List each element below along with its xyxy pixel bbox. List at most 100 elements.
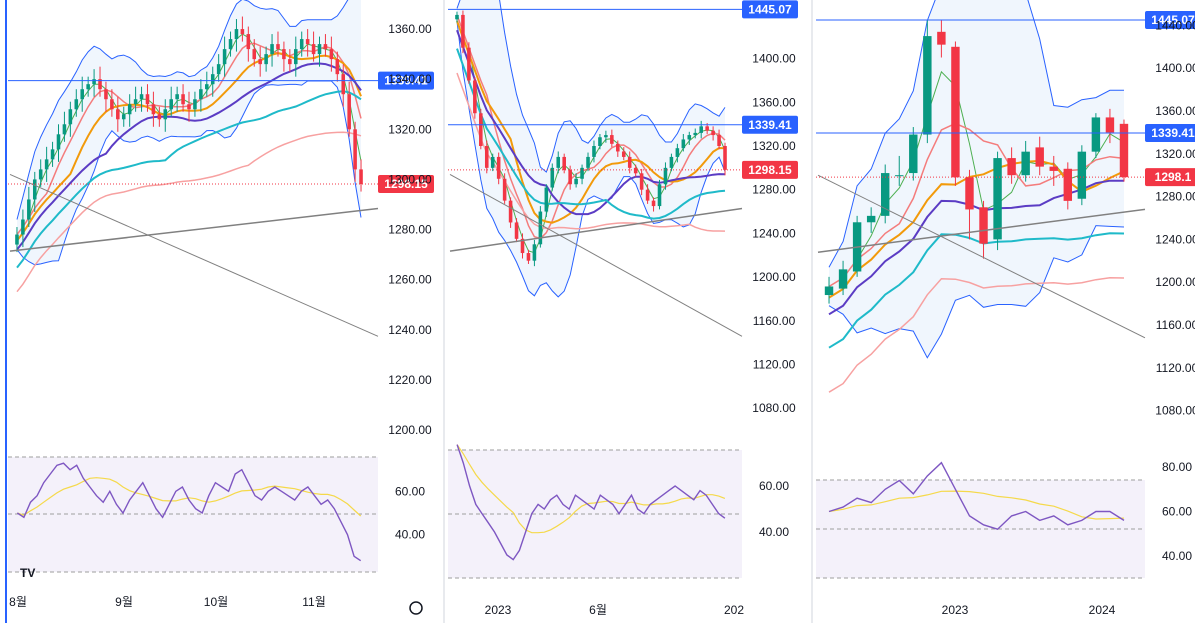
candle: [693, 132, 698, 136]
candle: [282, 49, 286, 60]
candle: [574, 178, 578, 185]
price-tag-bg: [742, 160, 798, 179]
candle: [317, 44, 322, 55]
rsi-line: [456, 444, 726, 561]
candle: [639, 173, 644, 190]
rsi-y-tick-label: 40.00: [759, 525, 789, 539]
candle: [838, 269, 848, 289]
candle: [508, 200, 513, 223]
candle: [222, 49, 227, 65]
rsi-signal-line: [456, 444, 726, 534]
candle: [299, 39, 304, 50]
chart-panel-1M: 1445.07 1339.41 1298.1 1440.00 1400.00 1360.0…: [816, 0, 1195, 617]
rsi-y-tick-label: 60.00: [395, 484, 425, 498]
price-tag-label: 1445.07: [1151, 13, 1195, 27]
candle: [514, 222, 519, 239]
trendline-resistance: [9, 173, 379, 337]
candle: [723, 146, 727, 170]
price-tag-bg: [378, 71, 434, 90]
moving-average-16: [828, 179, 1125, 316]
rsi-y-tick-label: 80.00: [1162, 460, 1192, 474]
chart-panel-1W: 1445.07 1339.41 1298.15 1400.00 1360.00 1320.…: [448, 0, 798, 617]
price-tag-bg: [1145, 168, 1195, 187]
moving-average-26: [456, 48, 726, 220]
moving-average-40: [456, 72, 726, 232]
candle: [880, 173, 890, 216]
candle: [663, 167, 668, 185]
candle: [311, 44, 316, 55]
y-tick-label: 1320.00: [1155, 147, 1195, 161]
candle: [127, 104, 132, 115]
candle: [98, 79, 102, 90]
candle: [163, 109, 168, 120]
candle: [1049, 166, 1058, 171]
candle: [56, 134, 61, 150]
candle: [526, 253, 531, 261]
candle: [246, 34, 251, 50]
y-tick-label: 1300.00: [388, 172, 432, 186]
price-tag-label: 1339.41: [748, 118, 792, 132]
candle: [1007, 158, 1016, 176]
candle: [616, 143, 620, 152]
moving-average-6: [828, 122, 1125, 288]
y-tick-label: 1240.00: [388, 323, 432, 337]
y-tick-label: 1320.00: [388, 122, 432, 136]
rsi-signal-line: [828, 490, 1125, 520]
y-tick-label: 1340.00: [388, 72, 432, 86]
candle: [562, 156, 566, 171]
y-tick-label: 1360.00: [1155, 104, 1195, 118]
y-tick-label: 1080.00: [1155, 404, 1195, 418]
candle: [1035, 147, 1044, 167]
candle: [455, 14, 459, 20]
candle: [479, 113, 483, 146]
candle: [210, 74, 215, 85]
trendline-support: [449, 207, 743, 252]
price-tag-label: 1298.15: [384, 177, 428, 191]
candle: [329, 49, 334, 60]
rsi-y-tick-label: 60.00: [759, 479, 789, 493]
trendline-resistance: [449, 173, 743, 337]
candle: [681, 139, 686, 149]
rsi-line: [16, 462, 362, 562]
price-tag-label: 1339.41: [1151, 126, 1195, 140]
candle: [157, 114, 162, 120]
candle: [532, 244, 537, 261]
candle: [323, 44, 328, 50]
x-tick-label: 2023: [942, 603, 969, 617]
x-tick-label: 11월: [302, 595, 326, 609]
y-tick-label: 1200.00: [752, 270, 796, 284]
y-tick-label: 1240.00: [1155, 232, 1195, 246]
candle: [610, 135, 614, 144]
y-tick-label: 1280.00: [752, 183, 796, 197]
bollinger-upper: [456, 0, 726, 173]
candle: [467, 47, 471, 81]
candle: [62, 124, 67, 135]
y-tick-label: 1260.00: [388, 273, 432, 287]
y-tick-label: 1160.00: [753, 314, 796, 328]
candle: [139, 94, 144, 100]
candle: [252, 49, 257, 60]
candle: [550, 167, 555, 188]
x-tick-label: 2023: [485, 603, 512, 617]
candle: [133, 99, 138, 105]
rsi-signal-line: [17, 477, 362, 517]
candle: [92, 79, 96, 85]
y-tick-label: 1280.00: [388, 223, 432, 237]
candle: [169, 99, 173, 110]
candle: [621, 151, 626, 157]
y-tick-label: 1360.00: [752, 95, 796, 109]
rsi-line: [828, 461, 1125, 530]
y-tick-label: 1200.00: [388, 423, 432, 437]
candle: [909, 134, 918, 174]
y-tick-label: 1400.00: [752, 52, 796, 66]
bollinger-upper: [828, 0, 1125, 268]
candle: [145, 94, 150, 105]
candle: [110, 99, 114, 110]
bollinger-fill: [17, 0, 361, 265]
candle: [965, 177, 974, 210]
candle: [264, 54, 268, 65]
x-tick-label: 6월: [589, 603, 607, 617]
bollinger-lower: [16, 80, 362, 266]
y-tick-label: 1400.00: [1155, 61, 1195, 75]
candle: [276, 44, 280, 50]
